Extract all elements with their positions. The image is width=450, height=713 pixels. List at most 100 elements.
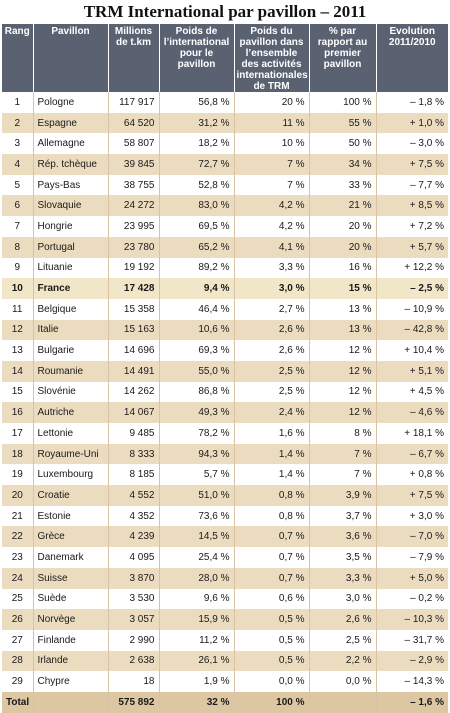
cell-rang: 18: [2, 443, 34, 465]
cell-millions: 4 552: [108, 485, 160, 506]
cell-millions: 4 352: [108, 505, 160, 527]
cell-poids-international: 46,4 %: [159, 298, 235, 320]
cell-pct-premier: 3,6 %: [309, 526, 377, 548]
cell-pct-premier: 12 %: [309, 360, 377, 382]
cell-pct-premier: 16 %: [309, 257, 377, 279]
cell-poids-pavillon: 2,5 %: [234, 381, 310, 403]
pavillon-table: Rang Pavillon Millions de t.km Poids de …: [2, 24, 448, 713]
table-row: 22 Grèce 4 239 14,5 % 0,7 % 3,6 % – 7,0 %: [2, 526, 448, 548]
cell-pavillon: Suisse: [33, 567, 109, 589]
cell-pct-premier: 7 %: [309, 443, 377, 465]
cell-poids-pavillon: 3,3 %: [234, 257, 310, 279]
table-row: 11 Belgique 15 358 46,4 % 2,7 % 13 % – 10,9 %: [2, 298, 448, 320]
cell-poids-pavillon: 2,6 %: [234, 340, 310, 361]
cell-pavillon: Portugal: [33, 236, 109, 258]
table-row: 14 Roumanie 14 491 55,0 % 2,5 % 12 % + 5,1 %: [2, 360, 448, 382]
cell-pct-premier: 3,7 %: [309, 505, 377, 527]
table-row: 21 Estonie 4 352 73,6 % 0,8 % 3,7 % + 3,0 %: [2, 505, 448, 527]
cell-evolution: + 18,1 %: [376, 423, 448, 444]
cell-rang: 29: [2, 671, 34, 692]
cell-millions: 3 530: [108, 588, 160, 610]
cell-pavillon: Roumanie: [33, 360, 109, 382]
cell-poids-international: 5,7 %: [159, 464, 235, 486]
cell-poids-pavillon: 2,4 %: [234, 402, 310, 423]
cell-poids-international: 94,3 %: [159, 443, 235, 465]
table-row: 17 Lettonie 9 485 78,2 % 1,6 % 8 % + 18,1 %: [2, 423, 448, 444]
cell-poids-international: 78,2 %: [159, 423, 235, 444]
cell-poids-international: 65,2 %: [159, 236, 235, 258]
cell-poids-pavillon: 0,7 %: [234, 567, 310, 589]
cell-pct-premier: 34 %: [309, 154, 377, 175]
total-evolution: – 1,6 %: [376, 691, 448, 713]
cell-millions: 3 870: [108, 567, 160, 589]
cell-millions: 14 067: [108, 402, 160, 423]
total-poids-pavillon: 100 %: [234, 691, 310, 713]
cell-evolution: – 10,9 %: [376, 298, 448, 320]
total-row: Total 575 892 32 % 100 % – 1,6 %: [2, 691, 448, 713]
table-row: 25 Suède 3 530 9,6 % 0,6 % 3,0 % – 0,2 %: [2, 588, 448, 610]
cell-evolution: – 7,7 %: [376, 174, 448, 196]
cell-millions: 18: [108, 671, 160, 692]
cell-poids-pavillon: 0,0 %: [234, 671, 310, 692]
cell-rang: 27: [2, 629, 34, 651]
cell-rang: 3: [2, 133, 34, 155]
cell-rang: 21: [2, 505, 34, 527]
cell-poids-international: 11,2 %: [159, 629, 235, 651]
cell-rang: 10: [2, 278, 34, 299]
cell-poids-pavillon: 4,1 %: [234, 236, 310, 258]
cell-pavillon: Suède: [33, 588, 109, 610]
cell-pavillon: Lituanie: [33, 257, 109, 279]
cell-evolution: – 4,6 %: [376, 402, 448, 423]
table-row: 12 Italie 15 163 10,6 % 2,6 % 13 % – 42,8 %: [2, 319, 448, 341]
cell-pavillon: Luxembourg: [33, 464, 109, 486]
table-row: 8 Portugal 23 780 65,2 % 4,1 % 20 % + 5,7 %: [2, 236, 448, 258]
cell-evolution: – 3,0 %: [376, 133, 448, 155]
cell-evolution: – 0,2 %: [376, 588, 448, 610]
table-row: 20 Croatie 4 552 51,0 % 0,8 % 3,9 % + 7,5 %: [2, 485, 448, 506]
cell-pavillon: Autriche: [33, 402, 109, 423]
cell-poids-international: 49,3 %: [159, 402, 235, 423]
header-row: Rang Pavillon Millions de t.km Poids de …: [2, 24, 448, 92]
cell-poids-pavillon: 10 %: [234, 133, 310, 155]
cell-rang: 6: [2, 195, 34, 217]
cell-pct-premier: 12 %: [309, 402, 377, 423]
cell-pct-premier: 2,6 %: [309, 609, 377, 630]
header-millions: Millions de t.km: [108, 24, 160, 92]
cell-pct-premier: 13 %: [309, 298, 377, 320]
cell-evolution: + 5,1 %: [376, 360, 448, 382]
cell-evolution: – 2,9 %: [376, 650, 448, 672]
cell-poids-pavillon: 0,5 %: [234, 609, 310, 630]
cell-millions: 15 163: [108, 319, 160, 341]
cell-evolution: – 31,7 %: [376, 629, 448, 651]
cell-millions: 39 845: [108, 154, 160, 175]
cell-poids-pavillon: 3,0 %: [234, 278, 310, 299]
cell-poids-international: 83,0 %: [159, 195, 235, 217]
table-row: 27 Finlande 2 990 11,2 % 0,5 % 2,5 % – 31,7 %: [2, 629, 448, 651]
cell-rang: 25: [2, 588, 34, 610]
total-pct-premier: [309, 691, 377, 713]
total-blank: [33, 691, 109, 713]
cell-pct-premier: 13 %: [309, 319, 377, 341]
cell-rang: 2: [2, 112, 34, 134]
table-row: 6 Slovaquie 24 272 83,0 % 4,2 % 21 % + 8,5 %: [2, 195, 448, 217]
cell-pavillon: Allemagne: [33, 133, 109, 155]
cell-rang: 24: [2, 567, 34, 589]
cell-rang: 1: [2, 92, 34, 113]
cell-millions: 9 485: [108, 423, 160, 444]
cell-rang: 23: [2, 547, 34, 568]
table-row: 19 Luxembourg 8 185 5,7 % 1,4 % 7 % + 0,8 %: [2, 464, 448, 486]
cell-evolution: + 5,0 %: [376, 567, 448, 589]
cell-pct-premier: 2,2 %: [309, 650, 377, 672]
cell-poids-pavillon: 1,4 %: [234, 464, 310, 486]
cell-pavillon: Finlande: [33, 629, 109, 651]
cell-poids-pavillon: 0,5 %: [234, 629, 310, 651]
cell-rang: 22: [2, 526, 34, 548]
cell-pct-premier: 3,3 %: [309, 567, 377, 589]
cell-pavillon: Rép. tchèque: [33, 154, 109, 175]
cell-rang: 19: [2, 464, 34, 486]
table-row: 1 Pologne 117 917 56,8 % 20 % 100 % – 1,8 %: [2, 92, 448, 113]
cell-pct-premier: 0,0 %: [309, 671, 377, 692]
cell-evolution: – 14,3 %: [376, 671, 448, 692]
cell-pavillon: Belgique: [33, 298, 109, 320]
cell-evolution: + 4,5 %: [376, 381, 448, 403]
